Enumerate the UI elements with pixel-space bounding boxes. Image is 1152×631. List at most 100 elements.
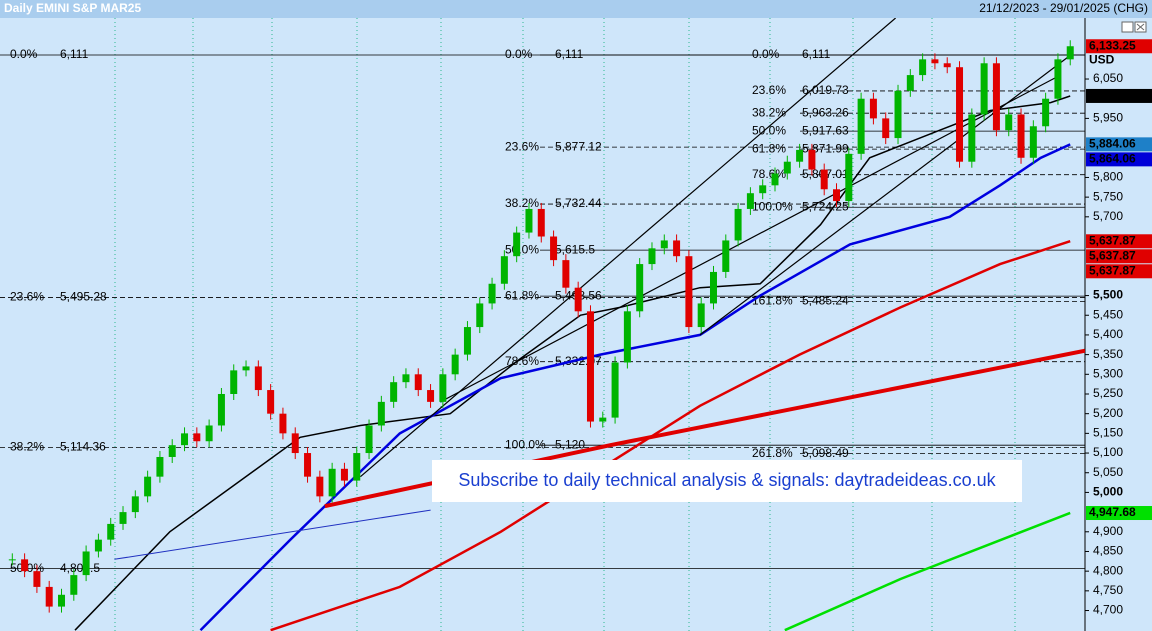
candle <box>107 523 115 540</box>
fib-pct: 50.0% <box>752 123 786 137</box>
fib-value: 6,019.73 <box>802 83 849 97</box>
candle <box>820 169 828 190</box>
candle <box>205 425 213 442</box>
candle <box>660 240 668 249</box>
candle <box>968 114 976 162</box>
price-tag-label: 6,007.01 <box>1089 88 1136 102</box>
candle <box>1042 98 1050 127</box>
candle <box>673 240 681 257</box>
indicator-line <box>114 509 431 560</box>
candle <box>611 362 619 418</box>
candle <box>476 303 484 328</box>
y-tick-label: 5,450 <box>1093 307 1123 321</box>
fib-value: 6,111 <box>802 47 831 61</box>
close-icon <box>1136 23 1145 31</box>
candle <box>94 539 102 552</box>
banner-text[interactable]: Subscribe to daily technical analysis & … <box>458 470 996 490</box>
candle <box>919 59 927 76</box>
y-tick-label: 5,700 <box>1093 209 1123 223</box>
candle <box>636 264 644 312</box>
candle <box>537 208 545 237</box>
candle <box>1054 59 1062 99</box>
candle <box>525 208 533 233</box>
fib-value: 5,917.63 <box>802 123 849 137</box>
candle <box>451 354 459 375</box>
y-tick-label: 4,900 <box>1093 524 1123 538</box>
fib-pct: 50.0% <box>505 242 539 256</box>
candle <box>181 433 189 446</box>
fib-pct: 261.8% <box>752 446 793 460</box>
fib-pct: 38.2% <box>752 105 786 119</box>
fib-value: 4,806.5 <box>60 561 100 575</box>
candle <box>45 586 53 607</box>
candle <box>463 327 471 355</box>
price-tag <box>1086 234 1152 249</box>
y-tick-label: 5,200 <box>1093 406 1123 420</box>
price-tag-label: 5,637.87 <box>1089 263 1136 277</box>
candle <box>390 382 398 402</box>
candle <box>427 390 435 402</box>
candle <box>144 476 152 497</box>
candle <box>365 425 373 454</box>
date-range: 21/12/2023 - 29/01/2025 (CHG) <box>979 1 1148 15</box>
y-tick-label: 5,500 <box>1093 288 1123 302</box>
restore-button[interactable] <box>1121 21 1134 33</box>
price-tag <box>1086 39 1152 54</box>
y-tick-label: 6,050 <box>1093 71 1123 85</box>
indicator-line <box>440 74 1061 403</box>
fib-value: 5,114.36 <box>60 440 106 454</box>
candle <box>254 366 262 391</box>
y-tick-label: 5,750 <box>1093 189 1123 203</box>
candle <box>217 393 225 426</box>
candle <box>439 374 447 402</box>
candle <box>685 256 693 328</box>
candle <box>992 63 1000 131</box>
candle <box>402 374 410 383</box>
candle <box>1029 126 1037 158</box>
candle <box>894 90 902 139</box>
candle <box>353 453 361 481</box>
fib-pct: 61.8% <box>505 288 539 302</box>
candle <box>980 63 988 115</box>
price-tag-label: 4,947.68 <box>1089 505 1136 519</box>
candle <box>746 193 754 209</box>
candle <box>1017 114 1025 158</box>
candle <box>488 283 496 304</box>
fib-pct: 0.0% <box>10 47 38 61</box>
candle <box>414 374 422 391</box>
fib-value: 5,877.12 <box>555 139 602 153</box>
fib-value: 6,111 <box>555 47 584 61</box>
price-tag-label: 5,864.06 <box>1089 152 1136 166</box>
candle <box>943 63 951 68</box>
fib-value: 5,495.28 <box>60 290 107 304</box>
fib-pct: 38.2% <box>10 440 44 454</box>
candle <box>931 59 939 64</box>
indicator-line <box>360 18 896 478</box>
fib-value: 5,485.24 <box>802 294 849 308</box>
candle <box>783 161 791 174</box>
candle <box>956 67 964 162</box>
fib-value: 5,963.26 <box>802 105 849 119</box>
candle <box>328 468 336 497</box>
plot-marks: 0.0% 6,111 23.6% 5,495.28 38.2% 5,114.36 50.0%… <box>8 18 1085 631</box>
candle <box>131 496 139 513</box>
header-bar <box>0 0 1152 18</box>
y-tick-label: 5,400 <box>1093 327 1123 341</box>
price-tag-label: 5,637.87 <box>1089 233 1136 247</box>
fib-pct: 61.8% <box>752 141 786 155</box>
candle <box>808 149 816 170</box>
candle <box>340 468 348 481</box>
candle <box>168 445 176 457</box>
candle <box>562 260 570 288</box>
fib-value: 6,111 <box>60 47 89 61</box>
indicator-line <box>199 143 1071 631</box>
candle <box>156 456 164 477</box>
fib-value: 5,732.44 <box>555 196 602 210</box>
fib-pct: 100.0% <box>505 437 546 451</box>
banner-box <box>432 460 1022 502</box>
fib-pct: 23.6% <box>10 290 44 304</box>
y-tick-label: 4,800 <box>1093 563 1123 577</box>
indicator-line <box>699 54 1071 336</box>
candle <box>722 240 730 272</box>
